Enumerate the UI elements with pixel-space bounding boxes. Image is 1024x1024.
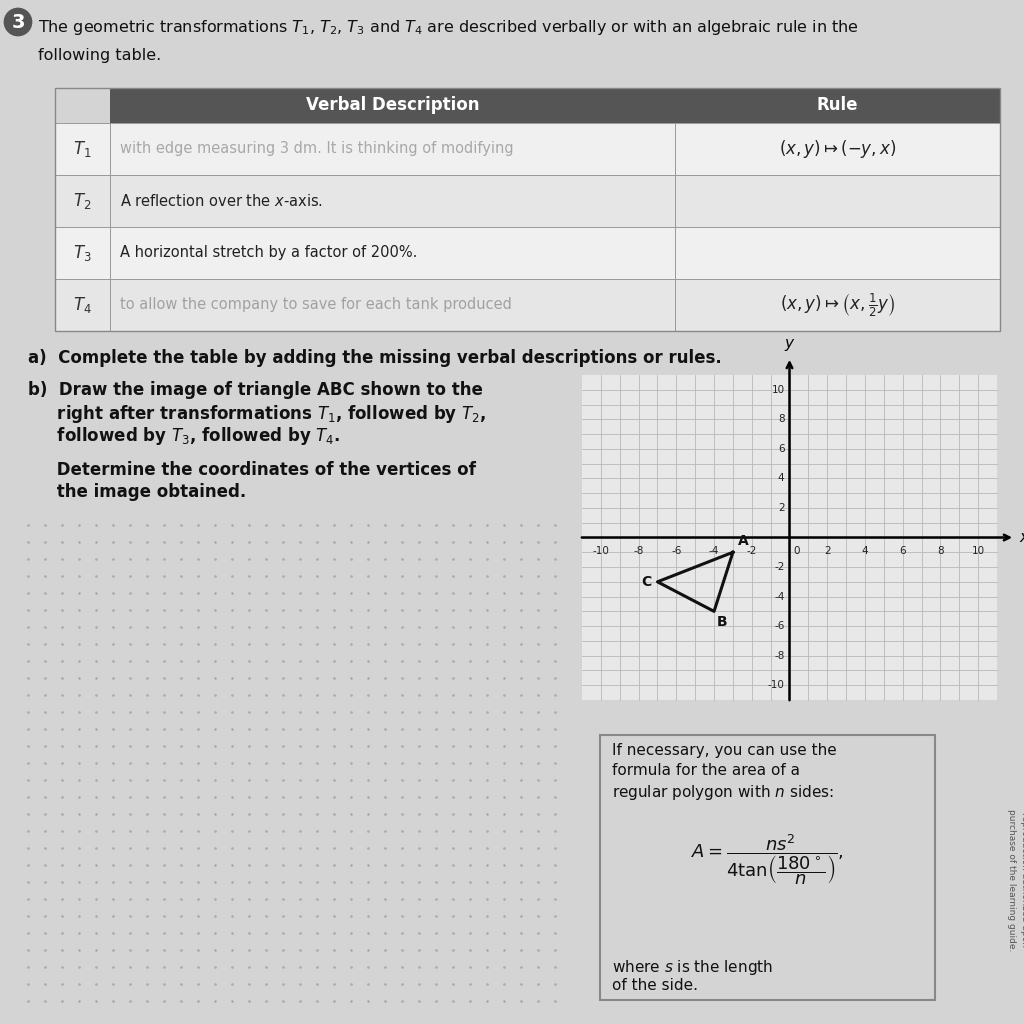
Text: -10: -10 (593, 546, 609, 555)
Text: -2: -2 (746, 546, 757, 555)
Bar (600, 735, 935, 1000)
Text: -4: -4 (709, 546, 719, 555)
Bar (55, 279, 110, 331)
Text: followed by $T_3$, followed by $T_4$.: followed by $T_3$, followed by $T_4$. (28, 425, 340, 447)
Text: $x$: $x$ (1019, 530, 1024, 545)
Text: $y$: $y$ (783, 337, 796, 353)
Bar (110, 88, 675, 123)
Text: the image obtained.: the image obtained. (28, 483, 246, 501)
Bar (675, 88, 1000, 123)
Text: where $s$ is the length: where $s$ is the length (612, 958, 773, 977)
Text: 4: 4 (861, 546, 868, 555)
Text: a)  Complete the table by adding the missing verbal descriptions or rules.: a) Complete the table by adding the miss… (28, 349, 722, 367)
Bar (110, 175, 675, 227)
Text: If necessary, you can use the: If necessary, you can use the (612, 743, 837, 758)
Bar (55, 175, 110, 227)
Bar (55, 123, 110, 175)
Text: 6: 6 (778, 443, 784, 454)
Text: $A = \dfrac{ns^2}{4\tan\!\left(\dfrac{180^\circ}{n}\right)},$: $A = \dfrac{ns^2}{4\tan\!\left(\dfrac{18… (691, 833, 844, 887)
Text: A reflection over the $x$-axis.: A reflection over the $x$-axis. (120, 193, 323, 209)
Bar (675, 175, 1000, 227)
Text: -6: -6 (671, 546, 682, 555)
Text: -6: -6 (774, 622, 784, 631)
Text: $T_2$: $T_2$ (74, 191, 92, 211)
Text: $T_4$: $T_4$ (73, 295, 92, 315)
Text: C: C (641, 574, 651, 589)
Text: right after transformations $T_1$, followed by $T_2$,: right after transformations $T_1$, follo… (28, 403, 486, 425)
Text: $T_1$: $T_1$ (74, 139, 92, 159)
Text: 10: 10 (771, 385, 784, 395)
Text: 6: 6 (899, 546, 906, 555)
Bar (582, 375, 997, 700)
Text: Verbal Description: Verbal Description (306, 96, 479, 115)
Text: 0: 0 (794, 546, 800, 555)
Text: with edge measuring 3 dm. It is thinking of modifying: with edge measuring 3 dm. It is thinking… (120, 141, 514, 157)
Bar (675, 227, 1000, 279)
Text: 2: 2 (778, 503, 784, 513)
Text: to allow the company to save for each tank produced: to allow the company to save for each ta… (120, 298, 512, 312)
Text: $(x, y) \mapsto (-y, x)$: $(x, y) \mapsto (-y, x)$ (779, 138, 896, 160)
Text: A: A (738, 535, 749, 548)
Bar (675, 123, 1000, 175)
Text: regular polygon with $n$ sides:: regular polygon with $n$ sides: (612, 783, 834, 802)
Bar (110, 279, 675, 331)
Text: 4: 4 (778, 473, 784, 483)
Text: b)  Draw the image of triangle ABC shown to the: b) Draw the image of triangle ABC shown … (28, 381, 483, 399)
Text: $T_3$: $T_3$ (73, 243, 92, 263)
Text: $(x, y) \mapsto \left(x, \frac{1}{2}y\right)$: $(x, y) \mapsto \left(x, \frac{1}{2}y\ri… (780, 291, 895, 318)
Text: A horizontal stretch by a factor of 200%.: A horizontal stretch by a factor of 200%… (120, 246, 418, 260)
Bar (55, 88, 1000, 331)
Text: -4: -4 (774, 592, 784, 601)
Text: formula for the area of a: formula for the area of a (612, 763, 800, 778)
Text: B: B (717, 615, 728, 630)
Text: Determine the coordinates of the vertices of: Determine the coordinates of the vertice… (28, 461, 476, 479)
Bar (110, 227, 675, 279)
Bar (675, 279, 1000, 331)
Bar (55, 227, 110, 279)
Text: following table.: following table. (38, 48, 161, 63)
Text: -10: -10 (768, 680, 784, 690)
Text: Rule: Rule (817, 96, 858, 115)
Text: -8: -8 (634, 546, 644, 555)
Text: The geometric transformations $T_1$, $T_2$, $T_3$ and $T_4$ are described verbal: The geometric transformations $T_1$, $T_… (38, 18, 859, 37)
Text: of the side.: of the side. (612, 978, 698, 993)
Text: -8: -8 (774, 650, 784, 660)
Text: 10: 10 (972, 546, 985, 555)
Text: reproduction authorized upon
purchase of the learning guide.: reproduction authorized upon purchase of… (1008, 809, 1024, 951)
Text: 2: 2 (824, 546, 830, 555)
Text: 8: 8 (778, 415, 784, 424)
Text: 8: 8 (937, 546, 944, 555)
Text: 3: 3 (11, 12, 25, 32)
Bar (110, 123, 675, 175)
Text: -2: -2 (774, 562, 784, 572)
